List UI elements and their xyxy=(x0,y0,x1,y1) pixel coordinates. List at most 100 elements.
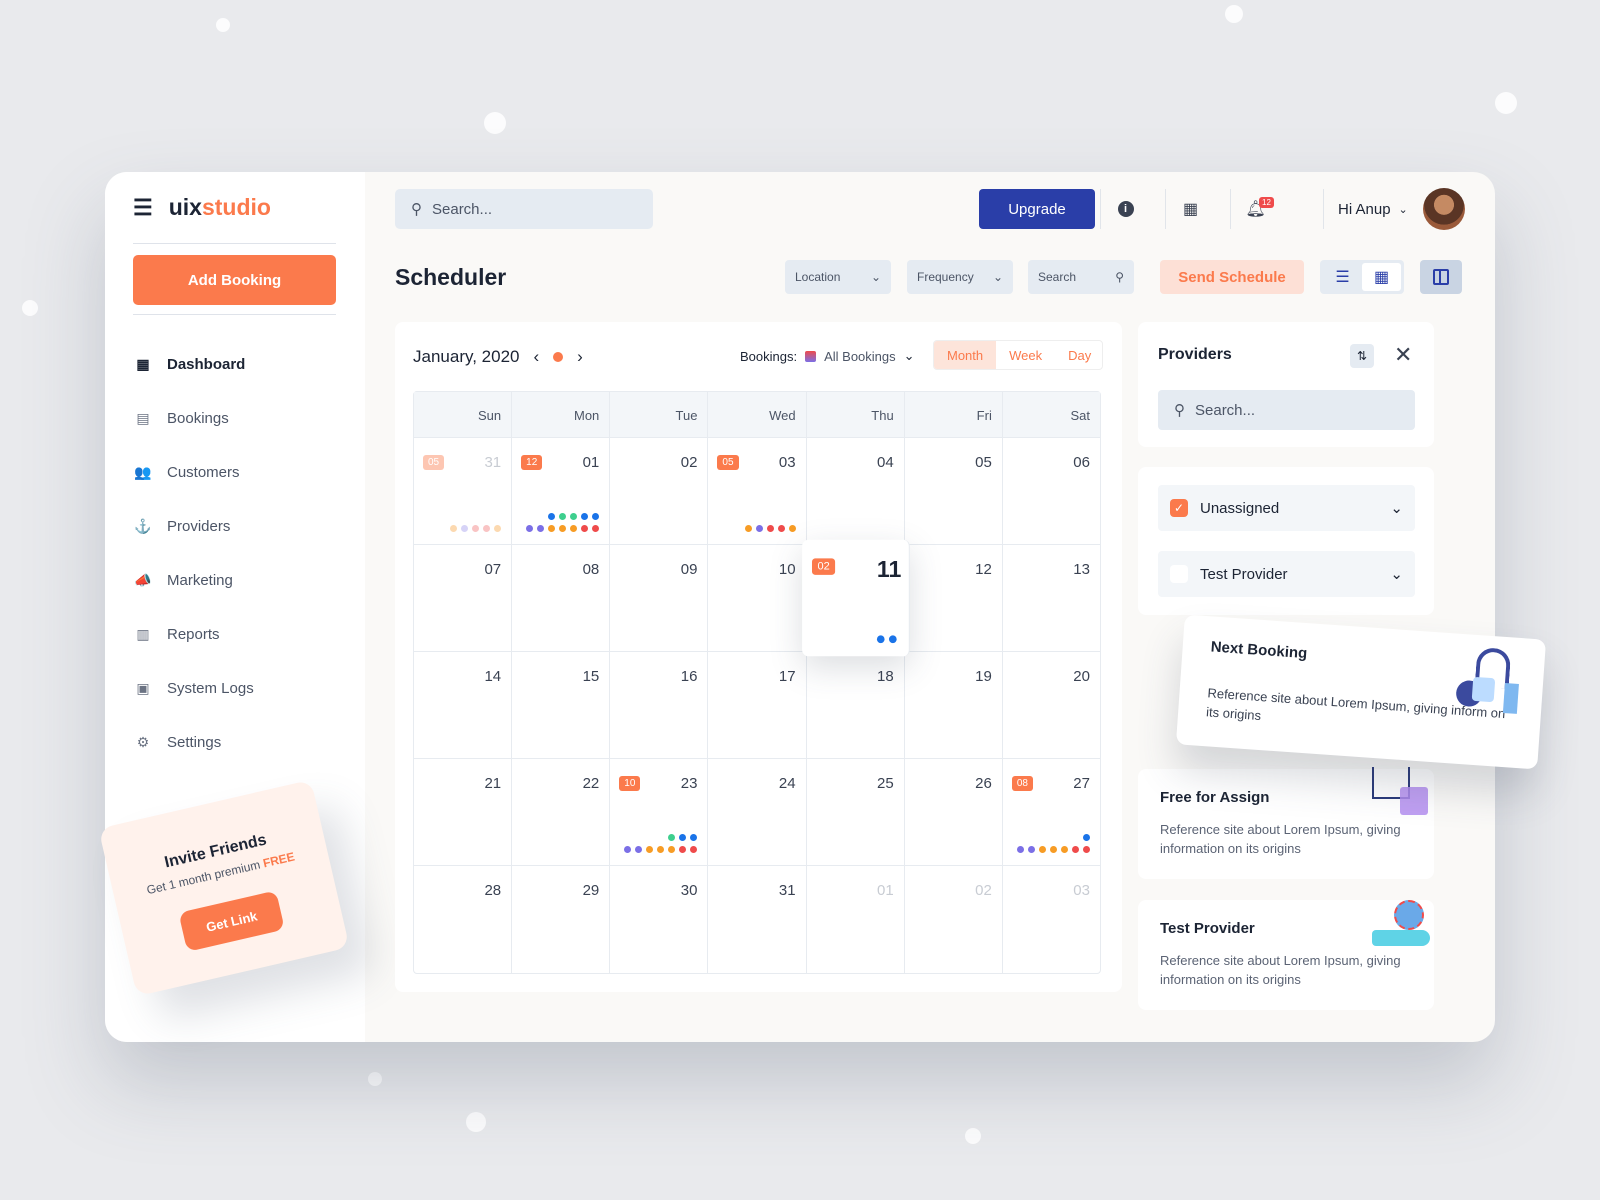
calendar-day[interactable]: 16 xyxy=(610,652,709,758)
calendar-day[interactable]: 01 12 xyxy=(512,438,611,544)
notifications-button[interactable]: 🔔︎ 12 xyxy=(1230,189,1280,229)
calendar-day[interactable]: 29 xyxy=(512,866,611,973)
booking-dot[interactable] xyxy=(559,525,567,532)
calendar-day[interactable]: 11 02 xyxy=(801,539,910,657)
calendar-day[interactable]: 30 xyxy=(610,866,709,973)
calendar-day[interactable]: 26 xyxy=(905,759,1003,865)
booking-dot[interactable] xyxy=(635,846,643,853)
booking-dot[interactable] xyxy=(624,846,632,853)
booking-dot[interactable] xyxy=(755,525,763,532)
close-icon[interactable]: ✕ xyxy=(1394,342,1413,367)
booking-dot[interactable] xyxy=(679,846,687,853)
sidebar-item-settings[interactable]: ⚙ Settings xyxy=(135,715,254,769)
calendar-day[interactable]: 31 xyxy=(708,866,807,973)
calendar-day[interactable]: 07 xyxy=(414,545,513,651)
booking-dot[interactable] xyxy=(537,525,545,532)
booking-dot[interactable] xyxy=(777,525,785,532)
calendar-day[interactable]: 02 xyxy=(905,866,1003,973)
booking-dot[interactable] xyxy=(657,846,665,853)
test-provider-card[interactable]: Test Provider Reference site about Lorem… xyxy=(1138,900,1434,1010)
provider-filter-test-provider[interactable]: Test Provider ⌄ xyxy=(1158,551,1415,597)
booking-dot[interactable] xyxy=(744,525,752,532)
calendar-day[interactable]: 04 xyxy=(807,438,905,544)
free-for-assign-card[interactable]: Free for Assign Reference site about Lor… xyxy=(1138,767,1434,879)
booking-dot[interactable] xyxy=(570,525,578,532)
booking-dot[interactable] xyxy=(1016,846,1024,853)
add-booking-button[interactable]: Add Booking xyxy=(133,255,336,305)
next-booking-card[interactable]: Next Booking Reference site about Lorem … xyxy=(1175,614,1547,770)
calendar-day[interactable]: 09 xyxy=(610,545,709,651)
booking-dot[interactable] xyxy=(646,846,654,853)
calendar-day[interactable]: 01 xyxy=(807,866,905,973)
calendar-day[interactable]: 13 xyxy=(1003,545,1100,651)
booking-dot[interactable] xyxy=(876,635,885,644)
booking-dot[interactable] xyxy=(592,513,600,520)
get-link-button[interactable]: Get Link xyxy=(178,890,285,952)
calendar-button[interactable]: ▦ xyxy=(1165,189,1215,229)
calendar-day[interactable]: 03 05 xyxy=(708,438,807,544)
booking-dot[interactable] xyxy=(1082,846,1090,853)
booking-dot[interactable] xyxy=(668,846,676,853)
calendar-day[interactable]: 15 xyxy=(512,652,611,758)
booking-dot[interactable] xyxy=(1049,846,1057,853)
calendar-day[interactable]: 06 xyxy=(1003,438,1100,544)
booking-dot[interactable] xyxy=(592,525,600,532)
calendar-day[interactable]: 14 xyxy=(414,652,513,758)
booking-dot[interactable] xyxy=(1027,846,1035,853)
calendar-day[interactable]: 23 10 xyxy=(610,759,709,865)
calendar-day[interactable]: 17 xyxy=(708,652,807,758)
sort-icon[interactable]: ⇅ xyxy=(1350,344,1374,368)
booking-dot[interactable] xyxy=(581,513,589,520)
calendar-day[interactable]: 25 xyxy=(807,759,905,865)
tab-week[interactable]: Week xyxy=(1009,347,1043,363)
booking-dot[interactable] xyxy=(526,525,534,532)
bookings-filter[interactable]: Bookings: All Bookings ⌄ xyxy=(740,348,915,364)
calendar-day[interactable]: 02 xyxy=(610,438,709,544)
booking-dot[interactable] xyxy=(1082,834,1090,841)
booking-dot[interactable] xyxy=(450,525,458,532)
panel-toggle-button[interactable] xyxy=(1420,260,1462,294)
booking-dot[interactable] xyxy=(570,513,578,520)
calendar-view-icon[interactable]: ▦ xyxy=(1362,263,1401,291)
sidebar-item-marketing[interactable]: 📣 Marketing xyxy=(134,553,254,607)
booking-dot[interactable] xyxy=(690,834,698,841)
calendar-day[interactable]: 31 05 xyxy=(414,438,513,544)
checkbox-icon[interactable] xyxy=(1170,565,1188,583)
schedule-search-input[interactable]: Search ⚲ xyxy=(1028,260,1134,294)
calendar-day[interactable]: 19 xyxy=(905,652,1003,758)
next-month-icon[interactable]: › xyxy=(577,347,583,366)
booking-dot[interactable] xyxy=(788,525,796,532)
booking-dot[interactable] xyxy=(461,525,469,532)
booking-dot[interactable] xyxy=(483,525,491,532)
upgrade-button[interactable]: Upgrade xyxy=(979,189,1095,229)
list-view-icon[interactable]: ☰ xyxy=(1335,269,1350,286)
sidebar-item-system-logs[interactable]: ▣ System Logs xyxy=(135,661,253,715)
calendar-day[interactable]: 12 xyxy=(905,545,1003,651)
calendar-day[interactable]: 18 xyxy=(807,652,905,758)
calendar-day[interactable]: 28 xyxy=(414,866,513,973)
location-dropdown[interactable]: Location ⌄ xyxy=(785,260,891,294)
booking-dot[interactable] xyxy=(1071,846,1079,853)
booking-dot[interactable] xyxy=(548,513,556,520)
calendar-day[interactable]: 27 08 xyxy=(1003,759,1100,865)
calendar-day[interactable]: 05 xyxy=(905,438,1003,544)
checkbox-checked-icon[interactable]: ✓ xyxy=(1170,499,1188,517)
calendar-day[interactable]: 20 xyxy=(1003,652,1100,758)
booking-dot[interactable] xyxy=(494,525,502,532)
provider-search-input[interactable]: ⚲ Search... xyxy=(1158,390,1415,430)
calendar-day[interactable]: 24 xyxy=(708,759,807,865)
calendar-day[interactable]: 08 xyxy=(512,545,611,651)
sidebar-item-customers[interactable]: 👥 Customers xyxy=(134,445,254,499)
booking-dot[interactable] xyxy=(559,513,567,520)
sidebar-item-providers[interactable]: ⚓ Providers xyxy=(134,499,254,553)
calendar-day[interactable]: 03 xyxy=(1003,866,1100,973)
tab-day[interactable]: Day xyxy=(1068,347,1092,363)
booking-dot[interactable] xyxy=(668,834,676,841)
booking-dot[interactable] xyxy=(690,846,698,853)
global-search-input[interactable]: ⚲ Search... xyxy=(395,189,653,229)
booking-dot[interactable] xyxy=(472,525,480,532)
avatar[interactable] xyxy=(1423,188,1465,230)
frequency-dropdown[interactable]: Frequency ⌄ xyxy=(907,260,1013,294)
today-dot[interactable] xyxy=(553,352,564,362)
prev-month-icon[interactable]: ‹ xyxy=(533,347,540,366)
